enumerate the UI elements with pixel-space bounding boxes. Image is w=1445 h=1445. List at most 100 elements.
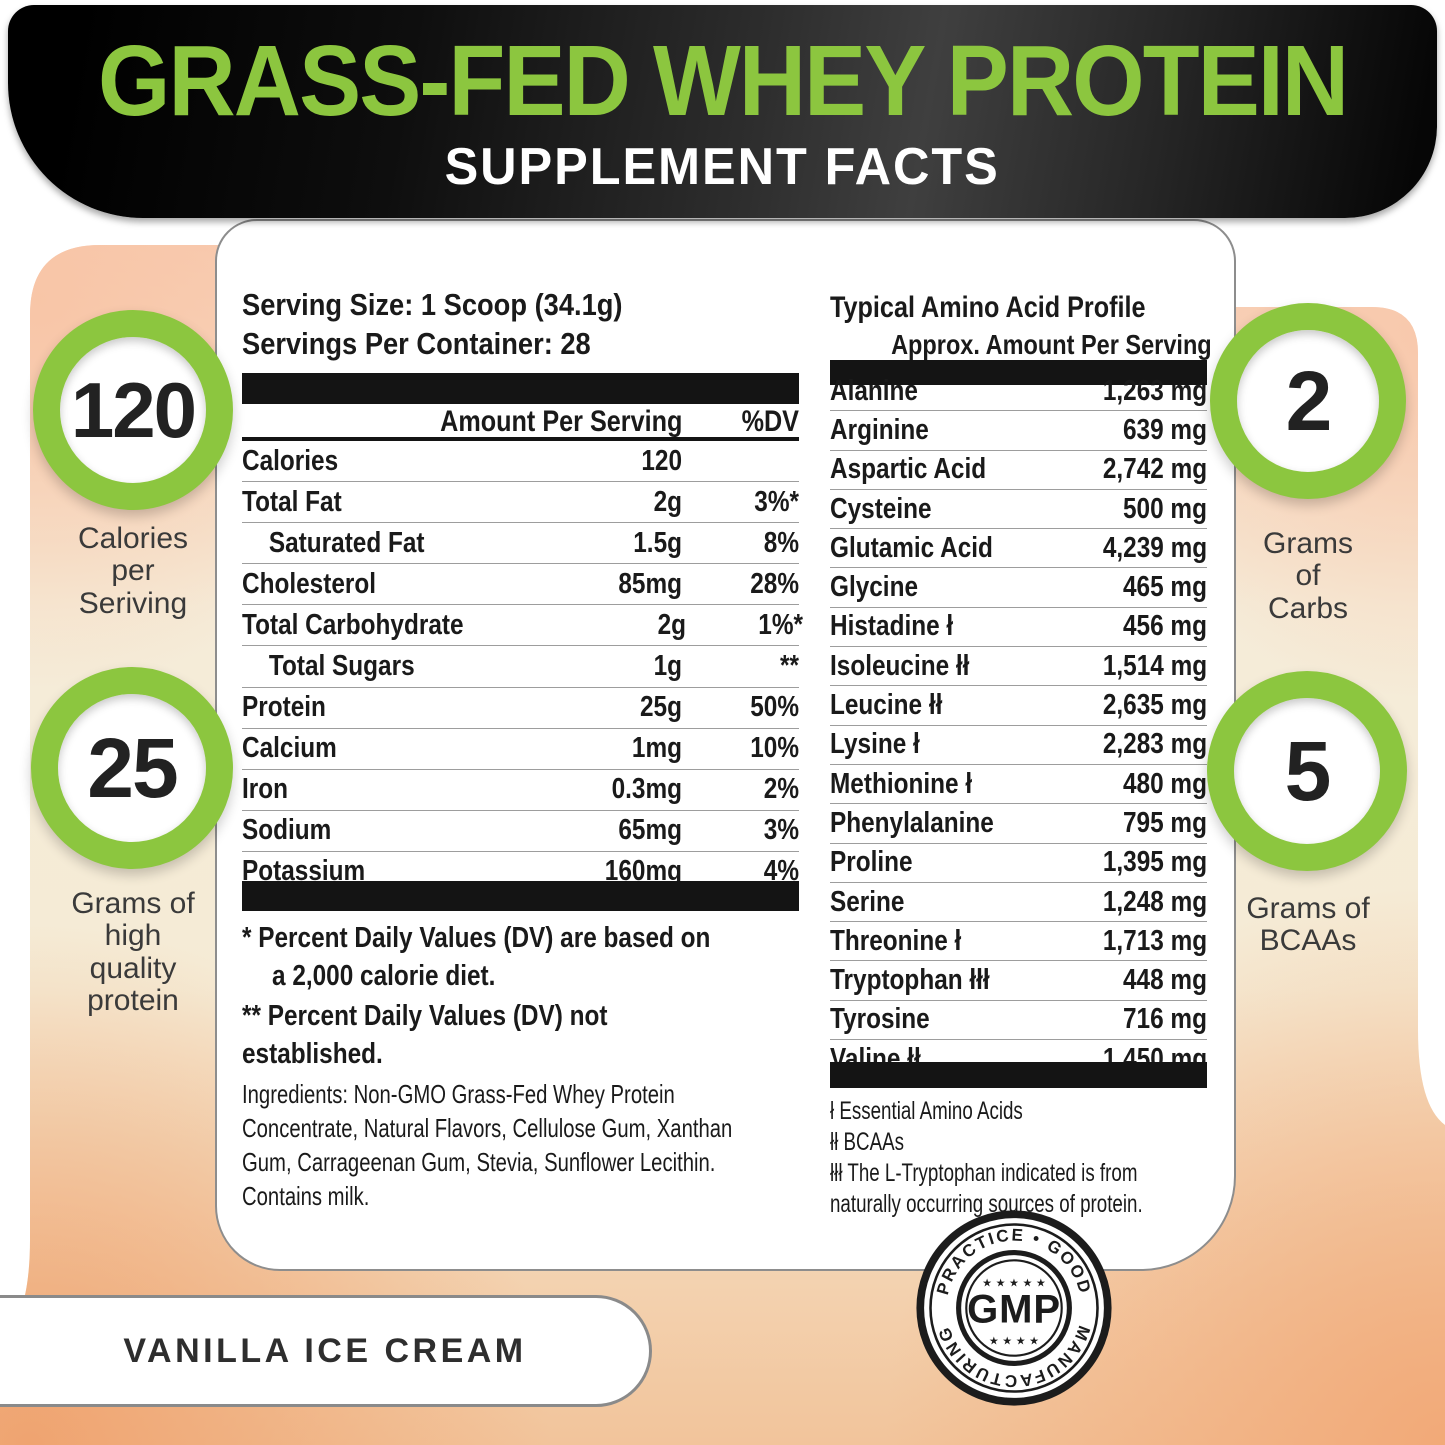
amino-footnotes: ł Essential Amino Acids łł BCAAs łłł The…: [830, 1096, 1207, 1220]
nutrient-amount: 0.3mg: [611, 773, 682, 806]
nutrient-amount: 1.5g: [633, 526, 682, 559]
nutrient-dv: 1%*: [758, 608, 803, 641]
nutrition-row: Iron 0.3mg 2%: [242, 770, 799, 811]
nutrient-amount: 1mg: [631, 732, 682, 765]
amino-row: Alanine 1,263 mg: [830, 372, 1207, 412]
nutrient-amount: 25g: [640, 691, 682, 724]
amino-amount: 2,283 mg: [1102, 728, 1207, 761]
nutrient-label: Total Sugars: [268, 650, 415, 683]
amino-row: Tyrosine 716 mg: [830, 1001, 1207, 1041]
amino-amount: 480 mg: [1123, 767, 1207, 800]
stamp-stars-bottom: ★ ★ ★ ★: [989, 1335, 1039, 1348]
amino-amount: 465 mg: [1123, 571, 1207, 604]
ingredients-line: Ingredients: Non-GMO Grass-Fed Whey Prot…: [242, 1079, 675, 1109]
amino-row: Tryptophan łłł 448 mg: [830, 961, 1207, 1001]
amino-row: Serine 1,248 mg: [830, 883, 1207, 923]
nutrient-label: Calories: [242, 444, 339, 477]
amino-label: Tyrosine: [830, 1003, 930, 1036]
amino-label: Alanine: [830, 374, 918, 407]
nutrient-label: Calcium: [242, 732, 337, 765]
facts-card: Serving Size: 1 Scoop (34.1g) Servings P…: [215, 219, 1236, 1271]
nutrient-label: Iron: [242, 773, 289, 806]
footnote-line: * Percent Daily Values (DV) are based on: [242, 922, 711, 954]
amino-amount: 4,239 mg: [1102, 531, 1207, 564]
nutrient-label: Protein: [242, 691, 326, 724]
amino-amount: 1,395 mg: [1102, 846, 1207, 879]
calories-badge: 120: [33, 310, 233, 510]
amino-amount: 716 mg: [1123, 1003, 1207, 1036]
nutrient-label: Sodium: [242, 814, 332, 847]
bcaa-badge-value: 5: [1284, 724, 1332, 818]
nutrient-amount: 120: [641, 444, 682, 477]
footnote-line: established.: [242, 1038, 383, 1070]
serving-size: Serving Size: 1 Scoop (34.1g): [242, 287, 623, 322]
amino-label: Leucine łł: [830, 689, 943, 722]
nutrient-dv: 2%: [763, 773, 799, 806]
protein-badge-value: 25: [87, 721, 178, 815]
nutrient-label: Total Carbohydrate: [242, 608, 464, 641]
protein-badge-caption: Grams of high quality protein: [71, 887, 195, 1018]
amino-row: Leucine łł 2,635 mg: [830, 686, 1207, 726]
amino-row: Proline 1,395 mg: [830, 844, 1207, 883]
amino-row: Lysine ł 2,283 mg: [830, 726, 1207, 765]
nutrition-row: Total Sugars 1g **: [242, 646, 799, 688]
amino-label: Phenylalanine: [830, 806, 994, 839]
nutrient-amount: 2g: [653, 485, 682, 518]
nutrient-amount: 1g: [653, 650, 682, 683]
nutrition-bottom-bar: [242, 881, 799, 911]
calories-badge-caption: Calories per Seriving: [77, 522, 189, 620]
amino-row: Isoleucine łł 1,514 mg: [830, 647, 1207, 687]
amino-bottom-bar: [830, 1062, 1207, 1088]
amino-label: Tryptophan łłł: [830, 964, 990, 997]
bcaa-badge-caption: Grams of BCAAs: [1246, 892, 1370, 958]
amino-footnote-line: ł Essential Amino Acids: [830, 1097, 1023, 1125]
dv-footnote-2: ** Percent Daily Values (DV) not establi…: [242, 997, 799, 1073]
flavor-name: VANILLA ICE CREAM: [123, 1331, 527, 1370]
nutrition-row: Sodium 65mg 3%: [242, 811, 799, 852]
amino-label: Glutamic Acid: [830, 531, 993, 564]
carbs-badge: 2: [1210, 303, 1406, 499]
amino-row: Glutamic Acid 4,239 mg: [830, 529, 1207, 569]
ingredients-line: Contains milk.: [242, 1181, 370, 1211]
ingredients-line: Concentrate, Natural Flavors, Cellulose …: [242, 1113, 733, 1143]
amino-amount: 1,713 mg: [1102, 924, 1207, 957]
amino-label: Proline: [830, 846, 913, 879]
amino-label: Isoleucine łł: [830, 649, 970, 682]
nutrient-dv: 50%: [750, 691, 799, 724]
amino-row: Methionine ł 480 mg: [830, 765, 1207, 805]
amino-row: Cysteine 500 mg: [830, 490, 1207, 530]
amino-amount: 1,263 mg: [1102, 374, 1207, 407]
nutrition-row: Total Carbohydrate 2g 1%*: [242, 605, 803, 647]
stamp-center-text: GMP: [967, 1287, 1061, 1331]
amino-row: Glycine 465 mg: [830, 568, 1207, 608]
amino-footnote-line: łłł The L-Tryptophan indicated is from: [830, 1159, 1138, 1187]
nutrient-amount: 65mg: [618, 814, 682, 847]
amino-label: Histadine ł: [830, 610, 954, 643]
nutrient-dv: 8%: [763, 526, 799, 559]
amino-profile-title: Typical Amino Acid Profile: [830, 291, 1146, 324]
amino-label: Aspartic Acid: [830, 453, 987, 486]
dv-footnote-1: * Percent Daily Values (DV) are based on…: [242, 919, 799, 995]
amino-label: Threonine ł: [830, 924, 962, 957]
nutrition-row: Saturated Fat 1.5g 8%: [242, 523, 799, 565]
nutrient-label: Cholesterol: [242, 567, 377, 600]
nutrient-label: Saturated Fat: [268, 526, 425, 559]
protein-badge: 25: [31, 667, 233, 869]
nutrition-table: Calories 120 Total Fat 2g 3%* Saturated …: [242, 441, 803, 892]
nutrition-row: Calcium 1mg 10%: [242, 729, 799, 770]
calories-badge-value: 120: [70, 366, 197, 454]
amino-row: Arginine 639 mg: [830, 411, 1207, 451]
amino-row: Histadine ł 456 mg: [830, 608, 1207, 648]
nutrition-row: Total Fat 2g 3%*: [242, 482, 799, 524]
amino-amount: 2,635 mg: [1102, 689, 1207, 722]
amino-footnote-line: naturally occurring sources of protein.: [830, 1190, 1143, 1218]
amino-amount: 500 mg: [1123, 492, 1207, 525]
amino-amount: 795 mg: [1123, 806, 1207, 839]
amino-amount: 1,514 mg: [1102, 649, 1207, 682]
amino-row: Phenylalanine 795 mg: [830, 804, 1207, 844]
ingredients-paragraph: Ingredients: Non-GMO Grass-Fed Whey Prot…: [242, 1077, 799, 1213]
amount-per-serving-header: Amount Per Serving: [439, 405, 682, 438]
amino-amount: 456 mg: [1123, 610, 1207, 643]
nutrition-header-row: Amount Per Serving %DV: [242, 405, 799, 441]
